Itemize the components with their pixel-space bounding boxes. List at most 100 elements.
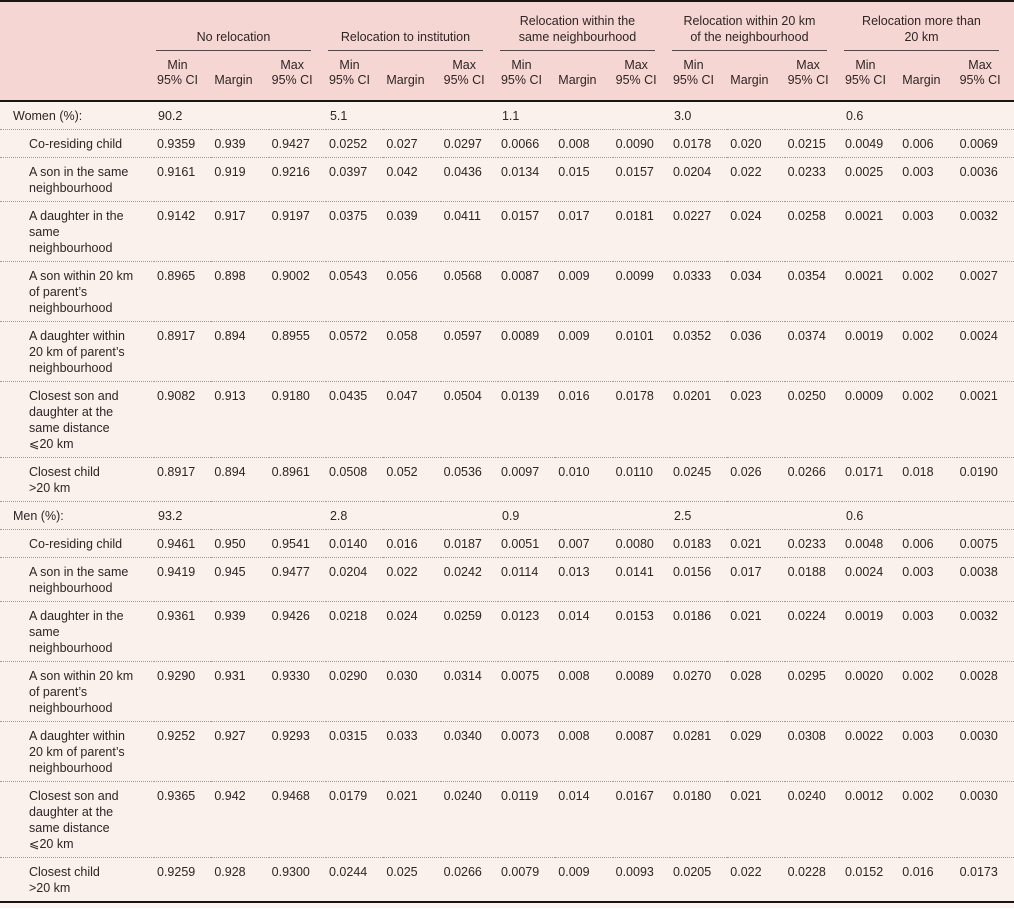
cell-value: 0.016 xyxy=(555,381,613,458)
cell-value: 0.033 xyxy=(383,721,441,782)
cell-value: 0.0224 xyxy=(784,601,842,662)
cell-value: 0.0228 xyxy=(787,865,826,879)
row-label: Closest child >20 km xyxy=(29,865,100,895)
column-group-label: No relocation xyxy=(156,29,311,51)
cell-value: 0.006 xyxy=(899,129,957,158)
row-label: Closest son and daughter at the same dis… xyxy=(0,781,154,858)
cell-value: 0.0028 xyxy=(956,661,1014,722)
cell-value: 0.0508 xyxy=(325,457,384,502)
cell-value: 0.022 xyxy=(727,157,785,202)
sub-column-label: Margin xyxy=(730,73,768,88)
cell-value: 0.0201 xyxy=(669,381,728,458)
cell-value: 0.0038 xyxy=(956,557,1014,602)
cell-value: 0.0087 xyxy=(612,721,670,782)
cell-value: 0.0075 xyxy=(956,529,1014,558)
table-row: Closest son and daughter at the same dis… xyxy=(0,781,1014,858)
cell-value: 0.021 xyxy=(727,781,785,858)
cell-value: 0.0204 xyxy=(325,557,384,602)
sub-column-header: Min 95% CI xyxy=(669,51,728,102)
column-group-header: No relocation xyxy=(154,1,326,51)
column-group-header: Relocation within the same neighbourhood xyxy=(498,1,670,51)
cell-value: 0.0411 xyxy=(440,201,498,262)
cell-value: 0.8917 xyxy=(154,457,212,502)
cell-value: 0.0258 xyxy=(784,201,842,262)
row-label: A daughter in the same neighbourhood xyxy=(0,201,154,262)
cell-value: 0.0020 xyxy=(841,661,900,722)
row-label: A son within 20 km of parent’s neighbour… xyxy=(0,661,154,722)
cell-value: 0.0090 xyxy=(612,129,670,158)
cell-value: 0.0352 xyxy=(669,321,728,382)
sub-column-label: Min 95% CI xyxy=(673,58,714,88)
cell-value: 0.0572 xyxy=(325,321,384,382)
cell-value: 0.003 xyxy=(899,557,957,602)
cell-value: 0.9290 xyxy=(154,661,212,722)
cell-value: 0.9427 xyxy=(268,129,326,158)
cell-value: 0.0110 xyxy=(612,457,670,502)
cell-value: 0.0297 xyxy=(440,129,498,158)
cell-value: 0.913 xyxy=(211,381,269,458)
sub-column-header: Min 95% CI xyxy=(325,51,384,102)
cell-value: 0.0021 xyxy=(956,381,1014,458)
cell-value: 0.0281 xyxy=(669,721,728,782)
column-group-header: Relocation more than 20 km xyxy=(842,1,1014,51)
cell-value: 0.0186 xyxy=(669,601,728,662)
cell-value: 0.9361 xyxy=(154,601,212,662)
sub-column-label-line: Margin xyxy=(386,73,425,87)
cell-value: 0.9216 xyxy=(268,157,326,202)
cell-value: 0.0536 xyxy=(440,457,498,502)
cell-value: 0.0036 xyxy=(956,157,1014,202)
cell-value: 0.928 xyxy=(214,865,246,879)
cell-value: 0.003 xyxy=(899,201,957,262)
section-percentage-value: 0.6 xyxy=(841,501,1014,530)
sub-column-label-line: Margin xyxy=(730,73,769,87)
sub-column-label-line: Min xyxy=(855,58,876,72)
cell-value: 0.036 xyxy=(727,321,785,382)
sub-column-label-line: 95% CI xyxy=(500,73,542,87)
cell-value: 0.0315 xyxy=(325,721,384,782)
cell-value: 0.917 xyxy=(211,201,269,262)
sub-column-label: Max 95% CI xyxy=(788,58,829,88)
cell-value: 0.0087 xyxy=(497,261,556,322)
section-header-row: Women (%): 90.2 5.1 1.1 3.0 0.6 xyxy=(0,101,1014,130)
cell-value: 0.9293 xyxy=(268,721,326,782)
cell-value: 0.0266 xyxy=(443,865,482,879)
cell-value: 0.002 xyxy=(899,781,957,858)
cell-value: 0.9419 xyxy=(154,557,212,602)
cell-value: 0.950 xyxy=(211,529,269,558)
cell-value: 0.002 xyxy=(899,261,957,322)
cell-value: 0.0308 xyxy=(784,721,842,782)
column-group-header: Relocation within 20 km of the neighbour… xyxy=(670,1,842,51)
cell-value: 0.058 xyxy=(383,321,441,382)
cell-value: 0.007 xyxy=(555,529,613,558)
cell-value: 0.939 xyxy=(211,601,269,662)
cell-value: 0.0252 xyxy=(325,129,384,158)
cell-value: 0.042 xyxy=(383,157,441,202)
cell-value: 0.0190 xyxy=(956,457,1014,502)
cell-value: 0.030 xyxy=(383,661,441,722)
cell-value: 0.025 xyxy=(386,865,418,879)
cell-value: 0.0178 xyxy=(669,129,728,158)
sub-column-label-line: 95% CI xyxy=(959,73,1001,87)
cell-value: 0.006 xyxy=(899,529,957,558)
sub-column-header: Max 95% CI xyxy=(440,51,498,102)
row-label: Closest son and daughter at the same dis… xyxy=(0,381,154,458)
cell-value: 0.0123 xyxy=(497,601,556,662)
sub-column-label-line: Max xyxy=(968,58,992,72)
sub-column-label-line: 95% CI xyxy=(271,73,313,87)
sub-column-label-line: Min xyxy=(339,58,360,72)
cell-value: 0.0227 xyxy=(669,201,728,262)
sub-column-header: Margin xyxy=(383,51,441,102)
section-percentage-value: 1.1 xyxy=(497,101,670,130)
sub-column-label-line: 95% CI xyxy=(157,73,198,87)
row-label: A daughter in the same neighbourhood xyxy=(0,601,154,662)
cell-value: 0.0025 xyxy=(841,157,900,202)
sub-column-label-line: Min xyxy=(683,58,704,72)
cell-value: 0.9082 xyxy=(154,381,212,458)
cell-value: 0.024 xyxy=(727,201,785,262)
section-percentage-value: 5.1 xyxy=(325,101,498,130)
cell-value: 0.0024 xyxy=(841,557,900,602)
cell-value: 0.028 xyxy=(727,661,785,722)
sub-column-header: Min 95% CI xyxy=(841,51,900,102)
cell-value: 0.0156 xyxy=(669,557,728,602)
cell-value: 0.0188 xyxy=(784,557,842,602)
